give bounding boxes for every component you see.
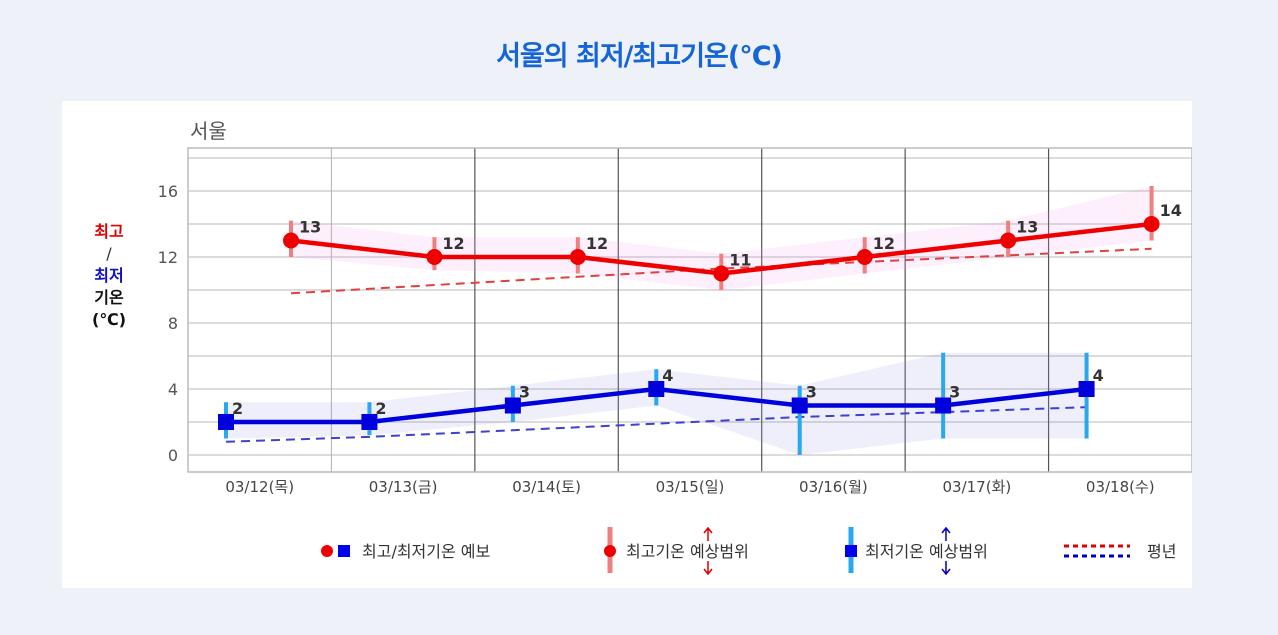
y-label-sep: /: [106, 244, 112, 263]
y-axis-label: 최고 / 최저 기온 (℃): [80, 221, 138, 331]
high-range-band: [291, 186, 1152, 290]
low-point-marker: [648, 381, 665, 397]
low-value-label: 4: [1093, 366, 1104, 385]
low-point-marker: [935, 397, 952, 414]
y-tick-label: 4: [168, 380, 178, 399]
high-point-marker: [426, 249, 443, 265]
x-tick-label: 03/16(월): [799, 478, 868, 496]
high-value-label: 12: [873, 234, 895, 253]
x-tick-label: 03/14(토): [512, 478, 581, 496]
y-label-temp: 기온: [94, 288, 124, 307]
legend-high-range-label: 최고기온 예상범위: [626, 542, 749, 561]
y-label-low: 최저: [94, 266, 124, 285]
y-label-unit: (℃): [92, 310, 126, 329]
high-point-marker: [569, 249, 586, 265]
low-point-marker: [1078, 381, 1095, 397]
high-value-label: 13: [299, 218, 321, 237]
chart-panel: 최고 / 최저 기온 (℃) 서울 0 4 8 12 16 03/12(목) 03/13(금)…: [62, 101, 1192, 588]
temperature-chart: 서울 0 4 8 12 16 03/12(목) 03/13(금) 03/14(토) 03/15(일…: [158, 119, 1192, 576]
legend-low-square-icon: [845, 545, 857, 557]
legend-circle-icon: [321, 545, 333, 557]
y-tick-label: 0: [168, 446, 178, 465]
low-value-label: 4: [662, 366, 673, 385]
y-tick-label: 8: [168, 314, 178, 333]
normal-high-line: [290, 247, 1152, 295]
legend-normal-label: 평년: [1147, 542, 1176, 561]
low-value-label: 2: [375, 399, 386, 418]
legend-high-arrows-icon: [703, 526, 713, 576]
low-value-label: 3: [519, 383, 530, 402]
y-tick-label: 16: [158, 182, 178, 201]
legend-square-icon: [338, 545, 350, 557]
low-point-marker: [361, 414, 378, 430]
low-point-marker: [791, 397, 808, 414]
high-point-marker: [713, 265, 730, 282]
x-tick-label: 03/15(일): [656, 478, 725, 496]
x-tick-label: 03/12(목): [225, 478, 294, 496]
x-tick-label: 03/13(금): [369, 478, 438, 496]
high-point-marker: [1143, 216, 1160, 232]
x-tick-label: 03/17(화): [942, 478, 1011, 496]
low-value-label: 3: [949, 383, 960, 402]
low-value-label: 2: [232, 399, 243, 418]
legend-low-arrows-icon: [941, 526, 951, 576]
high-value-label: 13: [1016, 218, 1038, 237]
high-value-label: 11: [729, 251, 751, 270]
high-value-label: 14: [1160, 201, 1182, 220]
low-value-label: 3: [806, 383, 817, 402]
legend-forecast-label: 최고/최저기온 예보: [362, 542, 490, 561]
normal-low-line: [225, 406, 1087, 443]
high-point-marker: [1000, 232, 1017, 249]
low-point-marker: [504, 397, 521, 414]
high-point-marker: [283, 232, 299, 249]
high-value-label: 12: [586, 234, 608, 253]
legend-low-range-label: 최저기온 예상범위: [865, 542, 988, 561]
low-point-marker: [218, 414, 234, 430]
page-title: 서울의 최저/최고기온(°C): [496, 41, 783, 72]
high-point-marker: [856, 249, 873, 265]
plot-frame: [187, 147, 1192, 473]
chart-subtitle: 서울: [190, 119, 227, 143]
high-value-label: 12: [442, 234, 464, 253]
x-tick-label: 03/18(수): [1086, 478, 1155, 496]
y-tick-label: 12: [158, 248, 178, 267]
y-label-high: 최고: [94, 222, 124, 241]
legend-high-dot-icon: [604, 545, 616, 557]
